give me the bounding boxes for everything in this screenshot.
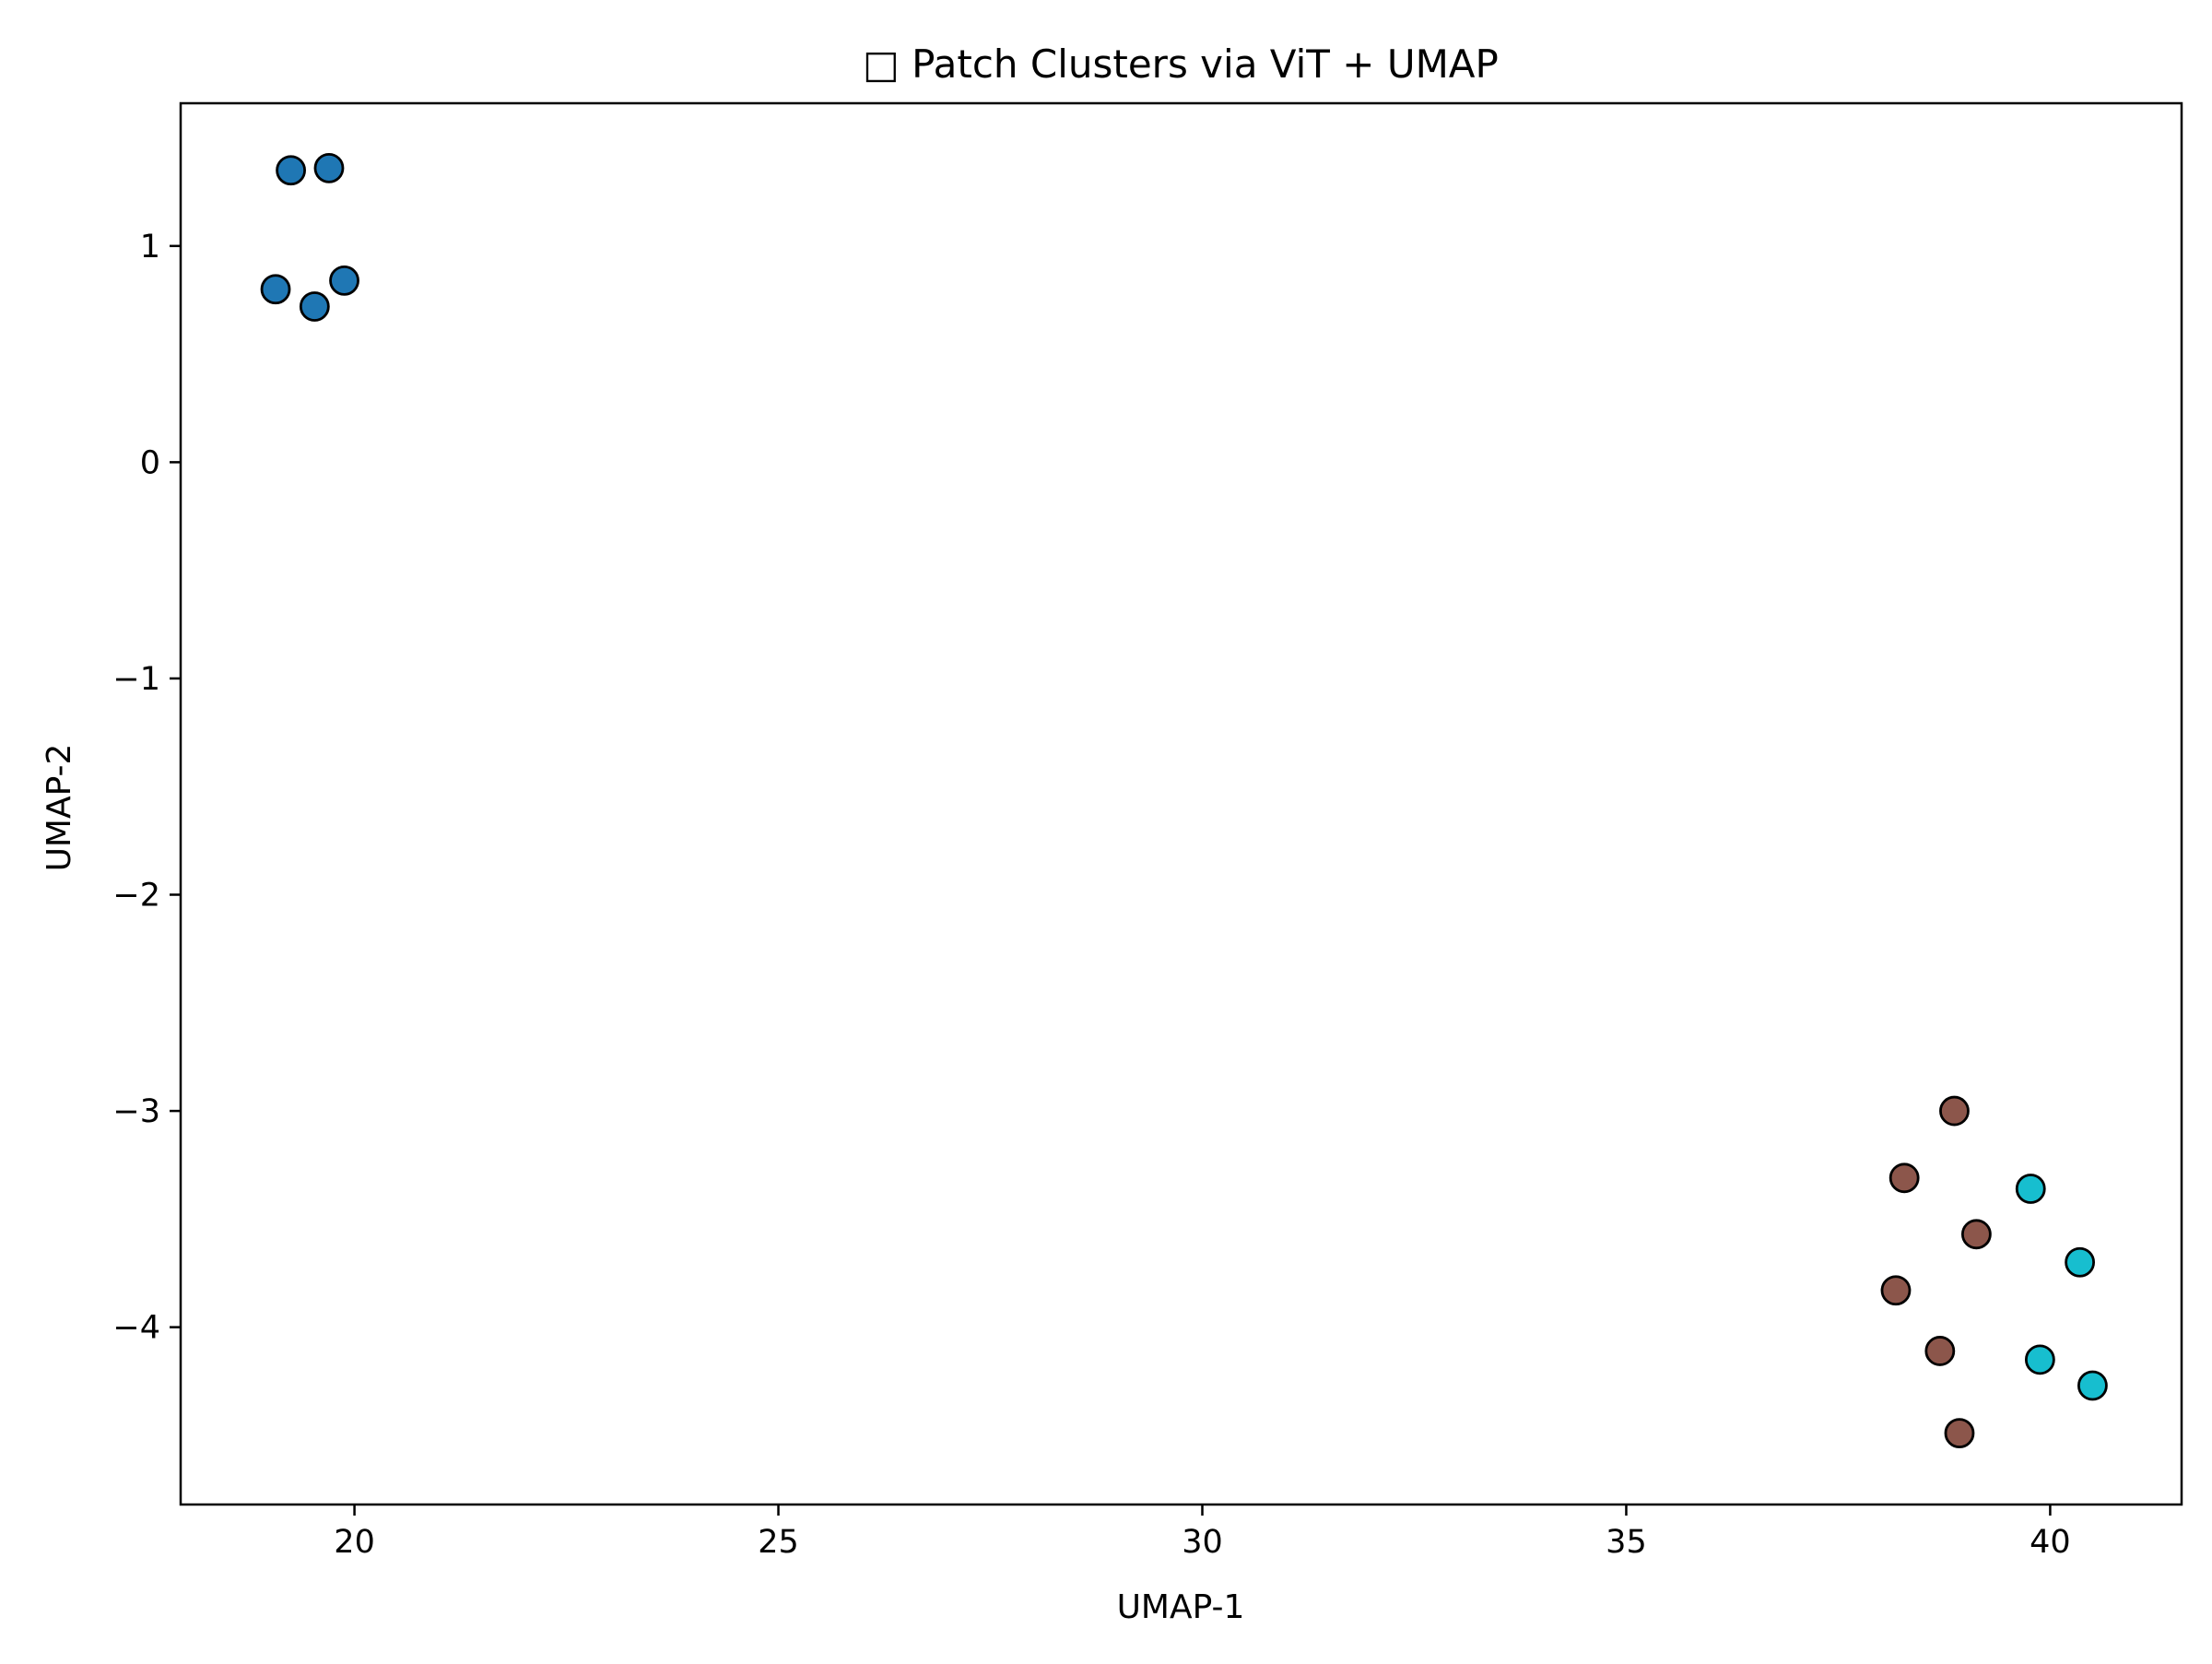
x-tick-label: 30: [1182, 1524, 1223, 1561]
scatter-point: [276, 155, 306, 186]
scatter-point: [1960, 1219, 1992, 1250]
x-tick-label: 25: [758, 1524, 799, 1561]
x-tick-label: 20: [334, 1524, 375, 1561]
y-tick-label: −1: [112, 661, 160, 698]
scatter-point: [329, 265, 359, 296]
x-axis-label: UMAP-1: [1117, 1588, 1245, 1626]
scatter-point: [1888, 1162, 1920, 1194]
scatter-point: [2024, 1344, 2055, 1375]
scatter-point: [299, 291, 330, 322]
y-tick-label: −2: [112, 878, 160, 915]
scatter-point: [1939, 1095, 1970, 1127]
scatter-point: [1944, 1418, 1975, 1448]
scatter-point: [2077, 1370, 2108, 1401]
y-tick-label: 1: [140, 229, 160, 266]
scatter-point: [1924, 1336, 1956, 1366]
scatter-point: [2015, 1174, 2046, 1204]
y-tick-label: 0: [140, 444, 160, 481]
plot-area: 20 25 30 35 40 1 0 −1 −2 −3 −4: [112, 101, 2183, 1561]
scatter-point: [313, 152, 345, 183]
y-tick-label: −3: [112, 1093, 160, 1130]
scatter-point: [2065, 1246, 2096, 1278]
x-tick-label: 35: [1606, 1524, 1647, 1561]
axes-frame: [179, 101, 2183, 1506]
y-axis-label: UMAP-2: [41, 744, 78, 872]
scatter-point: [260, 274, 291, 305]
y-tick-label: −4: [112, 1310, 160, 1347]
chart-title: □ Patch Clusters via ViT + UMAP: [863, 41, 1499, 87]
scatter-point: [1880, 1275, 1912, 1306]
x-tick-label: 40: [2030, 1524, 2071, 1561]
